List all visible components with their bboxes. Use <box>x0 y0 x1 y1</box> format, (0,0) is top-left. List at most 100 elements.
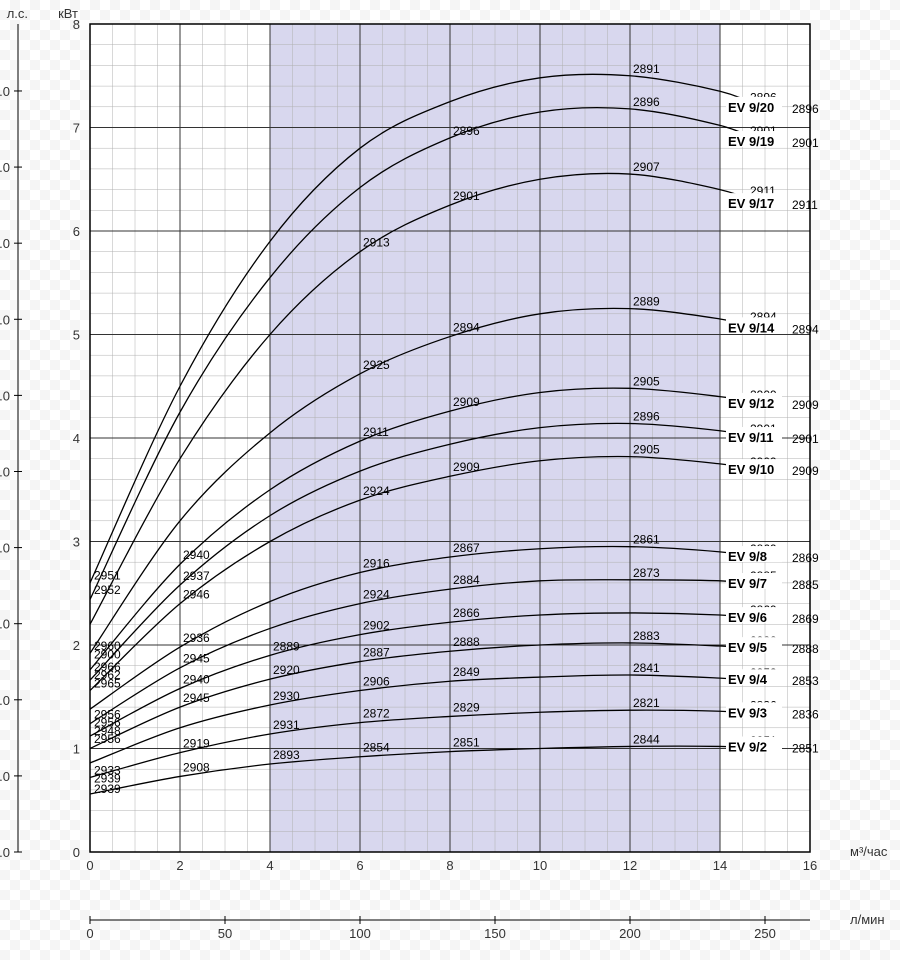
y-tick-label: 3 <box>73 535 80 550</box>
curve-point-label: 2936 <box>183 631 210 645</box>
series-label: EV 9/12 <box>728 396 774 411</box>
curve-point-label: 2946 <box>183 588 210 602</box>
x-tick-label: 0 <box>86 858 93 873</box>
x2-tick-label: 200 <box>619 926 641 941</box>
series-label: EV 9/2 <box>728 740 767 755</box>
curve-point-label: 2940 <box>183 672 210 686</box>
curve-point-label: 2930 <box>273 689 300 703</box>
curve-point-label: 2924 <box>363 588 390 602</box>
curve-point-label: 2908 <box>183 760 210 774</box>
origin-label: 2933 <box>94 763 121 777</box>
curve-point-label: 2911 <box>363 425 389 439</box>
curve-point-label: 2906 <box>363 674 390 688</box>
y-tick-label: 4 <box>73 431 80 446</box>
series-label: EV 9/6 <box>728 610 767 625</box>
curve-point-label: 2924 <box>363 484 390 498</box>
x2-tick-label: 250 <box>754 926 776 941</box>
pump-performance-chart: 0246810121416012345678кВтл.с.м³/часл/мин… <box>0 0 900 960</box>
y2-tick-label: 0.0 <box>0 845 10 860</box>
curve-point-label: 2896 <box>453 124 480 138</box>
series-end-value: 2909 <box>792 398 819 412</box>
series-end-value: 2851 <box>792 742 819 756</box>
curve-point-label: 2920 <box>273 663 300 677</box>
curve-point-label: 2916 <box>363 556 390 570</box>
curve-point-label: 2902 <box>363 619 390 633</box>
curve-point-label: 2889 <box>633 295 660 309</box>
curve-point-label: 2945 <box>183 652 210 666</box>
series-label: EV 9/8 <box>728 549 767 564</box>
curve-point-label: 2887 <box>363 645 390 659</box>
curve-point-label: 2931 <box>273 718 300 732</box>
x-tick-label: 4 <box>266 858 273 873</box>
series-label: EV 9/20 <box>728 100 774 115</box>
curve-point-label: 2905 <box>633 443 660 457</box>
x2-tick-label: 150 <box>484 926 506 941</box>
curve-point-label: 2945 <box>183 691 210 705</box>
series-end-value: 2909 <box>792 464 819 478</box>
curve-point-label: 2894 <box>453 321 480 335</box>
curve-point-label: 2913 <box>363 236 390 250</box>
y-tick-label: 1 <box>73 742 80 757</box>
y2-tick-label: 5.0 <box>0 464 10 479</box>
x2-tick-label: 50 <box>218 926 232 941</box>
curve-point-label: 2844 <box>633 732 660 746</box>
x-tick-label: 6 <box>356 858 363 873</box>
y2-tick-label: 2.0 <box>0 693 10 708</box>
y2-tick-label: 10.0 <box>0 84 10 99</box>
series-end-value: 2869 <box>792 612 819 626</box>
x-secondary-unit: л/мин <box>850 912 885 927</box>
curve-point-label: 2889 <box>273 639 300 653</box>
series-label: EV 9/11 <box>728 430 774 445</box>
curve-point-label: 2909 <box>453 460 480 474</box>
x-tick-label: 16 <box>803 858 817 873</box>
curve-point-label: 2884 <box>453 573 480 587</box>
curve-point-label: 2940 <box>183 548 210 562</box>
x-tick-label: 2 <box>176 858 183 873</box>
series-label: EV 9/7 <box>728 576 767 591</box>
curve-point-label: 2849 <box>453 665 480 679</box>
curve-point-label: 2937 <box>183 569 210 583</box>
series-label: EV 9/17 <box>728 196 774 211</box>
y2-tick-label: 7.0 <box>0 312 10 327</box>
y-tick-label: 7 <box>73 121 80 136</box>
series-end-value: 2885 <box>792 578 819 592</box>
curve-point-label: 2873 <box>633 566 660 580</box>
curve-point-label: 2907 <box>633 160 660 174</box>
series-end-value: 2896 <box>792 102 819 116</box>
y-primary-unit: кВт <box>58 6 78 21</box>
series-end-value: 2836 <box>792 707 819 721</box>
curve-point-label: 2896 <box>633 95 660 109</box>
x2-tick-label: 100 <box>349 926 371 941</box>
y2-tick-label: 6.0 <box>0 388 10 403</box>
origin-label: 2939 <box>94 782 121 796</box>
y2-tick-label: 1.0 <box>0 769 10 784</box>
origin-label: 2952 <box>94 583 121 597</box>
x-tick-label: 8 <box>446 858 453 873</box>
x2-tick-label: 0 <box>86 926 93 941</box>
origin-label: 2956 <box>94 732 121 746</box>
series-label: EV 9/14 <box>728 320 775 335</box>
y-tick-label: 2 <box>73 638 80 653</box>
x-tick-label: 10 <box>533 858 547 873</box>
curve-point-label: 2821 <box>633 696 660 710</box>
y2-tick-label: 3.0 <box>0 617 10 632</box>
curve-point-label: 2854 <box>363 741 390 755</box>
series-end-value: 2869 <box>792 551 819 565</box>
curve-point-label: 2888 <box>453 635 480 649</box>
series-label: EV 9/19 <box>728 134 774 149</box>
chart-container: 0246810121416012345678кВтл.с.м³/часл/мин… <box>0 0 900 960</box>
series-end-value: 2888 <box>792 642 819 656</box>
y-tick-label: 5 <box>73 328 80 343</box>
curve-point-label: 2883 <box>633 629 660 643</box>
y2-tick-label: 9.0 <box>0 160 10 175</box>
series-label: EV 9/10 <box>728 462 774 477</box>
origin-label: 2965 <box>94 676 121 690</box>
curve-point-label: 2841 <box>633 661 660 675</box>
y-tick-label: 6 <box>73 224 80 239</box>
x-tick-label: 12 <box>623 858 637 873</box>
curve-point-label: 2829 <box>453 700 480 714</box>
series-end-value: 2853 <box>792 674 819 688</box>
series-end-value: 2901 <box>792 432 819 446</box>
series-end-value: 2894 <box>792 322 819 336</box>
curve-point-label: 2901 <box>453 189 480 203</box>
